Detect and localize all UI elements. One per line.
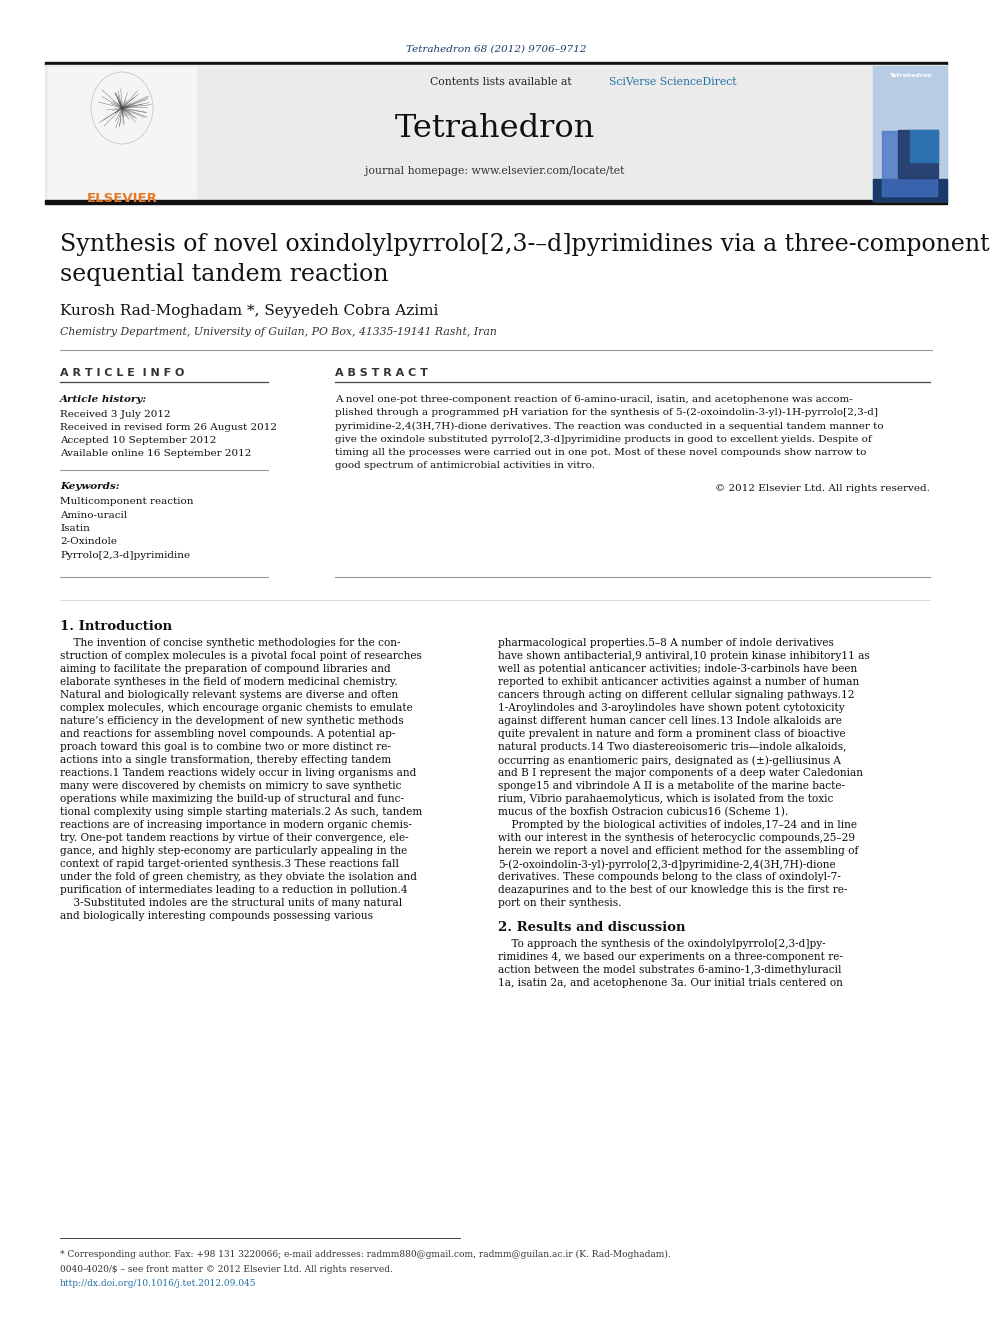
Text: rium, Vibrio parahaemolyticus, which is isolated from the toxic: rium, Vibrio parahaemolyticus, which is …: [498, 794, 833, 804]
Text: The invention of concise synthetic methodologies for the con-: The invention of concise synthetic metho…: [60, 638, 401, 648]
Text: cancers through acting on different cellular signaling pathways.12: cancers through acting on different cell…: [498, 691, 854, 700]
Text: Multicomponent reaction: Multicomponent reaction: [60, 497, 193, 505]
Text: good spectrum of antimicrobial activities in vitro.: good spectrum of antimicrobial activitie…: [335, 460, 595, 470]
Text: context of rapid target-oriented synthesis.3 These reactions fall: context of rapid target-oriented synthes…: [60, 859, 399, 869]
Text: operations while maximizing the build-up of structural and func-: operations while maximizing the build-up…: [60, 794, 404, 804]
Text: © 2012 Elsevier Ltd. All rights reserved.: © 2012 Elsevier Ltd. All rights reserved…: [715, 484, 930, 493]
Text: reactions are of increasing importance in modern organic chemis-: reactions are of increasing importance i…: [60, 820, 412, 830]
Text: A novel one-pot three-component reaction of 6-amino-uracil, isatin, and acetophe: A novel one-pot three-component reaction…: [335, 396, 853, 404]
Text: Pyrrolo[2,3-d]pyrimidine: Pyrrolo[2,3-d]pyrimidine: [60, 550, 190, 560]
Text: and biologically interesting compounds possessing various: and biologically interesting compounds p…: [60, 912, 373, 921]
Text: Tetrahedron: Tetrahedron: [889, 73, 931, 78]
Text: proach toward this goal is to combine two or more distinct re-: proach toward this goal is to combine tw…: [60, 742, 391, 751]
Text: aiming to facilitate the preparation of compound libraries and: aiming to facilitate the preparation of …: [60, 664, 391, 673]
Text: derivatives. These compounds belong to the class of oxindolyl-7-: derivatives. These compounds belong to t…: [498, 872, 841, 882]
Text: deazapurines and to the best of our knowledge this is the first re-: deazapurines and to the best of our know…: [498, 885, 847, 894]
Text: pharmacological properties.5–8 A number of indole derivatives: pharmacological properties.5–8 A number …: [498, 638, 834, 648]
Text: natural products.14 Two diastereoisomeric tris—indole alkaloids,: natural products.14 Two diastereoisomeri…: [498, 742, 846, 751]
Text: rimidines 4, we based our experiments on a three-component re-: rimidines 4, we based our experiments on…: [498, 953, 843, 962]
Text: and B I represent the major components of a deep water Caledonian: and B I represent the major components o…: [498, 767, 863, 778]
Text: mucus of the boxfish Ostracion cubicus16 (Scheme 1).: mucus of the boxfish Ostracion cubicus16…: [498, 807, 789, 818]
Text: have shown antibacterial,9 antiviral,10 protein kinase inhibitory11 as: have shown antibacterial,9 antiviral,10 …: [498, 651, 870, 662]
Text: 3-Substituted indoles are the structural units of many natural: 3-Substituted indoles are the structural…: [60, 898, 402, 908]
Text: * Corresponding author. Fax: +98 131 3220066; e-mail addresses: radmm880@gmail.c: * Corresponding author. Fax: +98 131 322…: [60, 1250, 671, 1259]
Text: SciVerse ScienceDirect: SciVerse ScienceDirect: [609, 77, 736, 87]
Text: 2. Results and discussion: 2. Results and discussion: [498, 921, 685, 934]
Text: Isatin: Isatin: [60, 524, 90, 533]
Bar: [882, 131, 937, 196]
Bar: [873, 66, 947, 201]
Text: A B S T R A C T: A B S T R A C T: [335, 368, 428, 378]
Text: To approach the synthesis of the oxindolylpyrrolo[2,3-d]py-: To approach the synthesis of the oxindol…: [498, 939, 825, 949]
Text: complex molecules, which encourage organic chemists to emulate: complex molecules, which encourage organ…: [60, 703, 413, 713]
Text: reported to exhibit anticancer activities against a number of human: reported to exhibit anticancer activitie…: [498, 677, 859, 687]
Bar: [45, 61, 947, 65]
Text: 1a, isatin 2a, and acetophenone 3a. Our initial trials centered on: 1a, isatin 2a, and acetophenone 3a. Our …: [498, 978, 843, 988]
Text: Tetrahedron 68 (2012) 9706–9712: Tetrahedron 68 (2012) 9706–9712: [406, 45, 586, 54]
Text: Amino-uracil: Amino-uracil: [60, 511, 127, 520]
Text: well as potential anticancer activities; indole-3-carbinols have been: well as potential anticancer activities;…: [498, 664, 857, 673]
Text: many were discovered by chemists on mimicry to save synthetic: many were discovered by chemists on mimi…: [60, 781, 402, 791]
Text: occurring as enantiomeric pairs, designated as (±)-gelliusinus A: occurring as enantiomeric pairs, designa…: [498, 755, 841, 766]
Text: 5-(2-oxoindolin-3-yl)-pyrrolo[2,3-d]pyrimidine-2,4(3H,7H)-dione: 5-(2-oxoindolin-3-yl)-pyrrolo[2,3-d]pyri…: [498, 859, 835, 869]
Text: 1-Aroylindoles and 3-aroylindoles have shown potent cytotoxicity: 1-Aroylindoles and 3-aroylindoles have s…: [498, 703, 844, 713]
Text: 1. Introduction: 1. Introduction: [60, 620, 173, 632]
Text: action between the model substrates 6-amino-1,3-dimethyluracil: action between the model substrates 6-am…: [498, 964, 841, 975]
Text: purification of intermediates leading to a reduction in pollution.4: purification of intermediates leading to…: [60, 885, 408, 894]
Text: gance, and highly step-economy are particularly appealing in the: gance, and highly step-economy are parti…: [60, 845, 408, 856]
Bar: [898, 130, 938, 179]
Text: actions into a single transformation, thereby effecting tandem: actions into a single transformation, th…: [60, 755, 391, 765]
Text: elaborate syntheses in the field of modern medicinal chemistry.: elaborate syntheses in the field of mode…: [60, 677, 398, 687]
Text: Kurosh Rad-Moghadam *, Seyyedeh Cobra Azimi: Kurosh Rad-Moghadam *, Seyyedeh Cobra Az…: [60, 304, 438, 318]
Text: Chemistry Department, University of Guilan, PO Box, 41335-19141 Rasht, Iran: Chemistry Department, University of Guil…: [60, 327, 497, 337]
Text: give the oxindole substituted pyrrolo[2,3-d]pyrimidine products in good to excel: give the oxindole substituted pyrrolo[2,…: [335, 434, 872, 443]
Text: herein we report a novel and efficient method for the assembling of: herein we report a novel and efficient m…: [498, 845, 858, 856]
Text: Available online 16 September 2012: Available online 16 September 2012: [60, 448, 251, 458]
Text: and reactions for assembling novel compounds. A potential ap-: and reactions for assembling novel compo…: [60, 729, 396, 740]
Text: struction of complex molecules is a pivotal focal point of researches: struction of complex molecules is a pivo…: [60, 651, 422, 662]
Text: port on their synthesis.: port on their synthesis.: [498, 898, 622, 908]
Text: Accepted 10 September 2012: Accepted 10 September 2012: [60, 437, 216, 445]
Text: try. One-pot tandem reactions by virtue of their convergence, ele-: try. One-pot tandem reactions by virtue …: [60, 833, 409, 843]
Text: http://dx.doi.org/10.1016/j.tet.2012.09.045: http://dx.doi.org/10.1016/j.tet.2012.09.…: [60, 1279, 257, 1289]
Text: journal homepage: www.elsevier.com/locate/tet: journal homepage: www.elsevier.com/locat…: [365, 165, 625, 176]
Text: Article history:: Article history:: [60, 396, 147, 404]
Text: Tetrahedron: Tetrahedron: [395, 112, 595, 144]
Text: Received in revised form 26 August 2012: Received in revised form 26 August 2012: [60, 423, 277, 433]
Text: sponge15 and vibrindole A II is a metabolite of the marine bacte-: sponge15 and vibrindole A II is a metabo…: [498, 781, 845, 791]
Text: against different human cancer cell lines.13 Indole alkaloids are: against different human cancer cell line…: [498, 716, 842, 726]
Bar: [910, 130, 938, 161]
Text: Prompted by the biological activities of indoles,17–24 and in line: Prompted by the biological activities of…: [498, 820, 857, 830]
Text: plished through a programmed pH variation for the synthesis of 5-(2-oxoindolin-3: plished through a programmed pH variatio…: [335, 409, 878, 417]
Text: tional complexity using simple starting materials.2 As such, tandem: tional complexity using simple starting …: [60, 807, 423, 818]
Text: pyrimidine-2,4(3H,7H)-dione derivatives. The reaction was conducted in a sequent: pyrimidine-2,4(3H,7H)-dione derivatives.…: [335, 422, 884, 430]
Text: Synthesis of novel oxindolylpyrrolo[2,3-–d]pyrimidines via a three-component: Synthesis of novel oxindolylpyrrolo[2,3-…: [60, 233, 990, 255]
Bar: [48, 67, 196, 200]
Text: Contents lists available at: Contents lists available at: [430, 77, 575, 87]
Text: reactions.1 Tandem reactions widely occur in living organisms and: reactions.1 Tandem reactions widely occu…: [60, 767, 417, 778]
Text: 2-Oxindole: 2-Oxindole: [60, 537, 117, 546]
Text: under the fold of green chemistry, as they obviate the isolation and: under the fold of green chemistry, as th…: [60, 872, 417, 882]
Bar: [45, 65, 947, 202]
Text: Natural and biologically relevant systems are diverse and often: Natural and biologically relevant system…: [60, 691, 398, 700]
Text: timing all the processes were carried out in one pot. Most of these novel compou: timing all the processes were carried ou…: [335, 447, 866, 456]
Text: quite prevalent in nature and form a prominent class of bioactive: quite prevalent in nature and form a pro…: [498, 729, 845, 740]
Text: Keywords:: Keywords:: [60, 482, 120, 491]
Bar: [45, 200, 947, 204]
Text: sequential tandem reaction: sequential tandem reaction: [60, 263, 389, 286]
Text: 0040-4020/$ – see front matter © 2012 Elsevier Ltd. All rights reserved.: 0040-4020/$ – see front matter © 2012 El…: [60, 1265, 393, 1274]
Bar: [873, 179, 947, 201]
Text: A R T I C L E  I N F O: A R T I C L E I N F O: [60, 368, 185, 378]
Text: ELSEVIER: ELSEVIER: [86, 192, 158, 205]
Text: nature’s efficiency in the development of new synthetic methods: nature’s efficiency in the development o…: [60, 716, 404, 726]
Text: with our interest in the synthesis of heterocyclic compounds,25–29: with our interest in the synthesis of he…: [498, 833, 855, 843]
Text: Received 3 July 2012: Received 3 July 2012: [60, 410, 171, 419]
